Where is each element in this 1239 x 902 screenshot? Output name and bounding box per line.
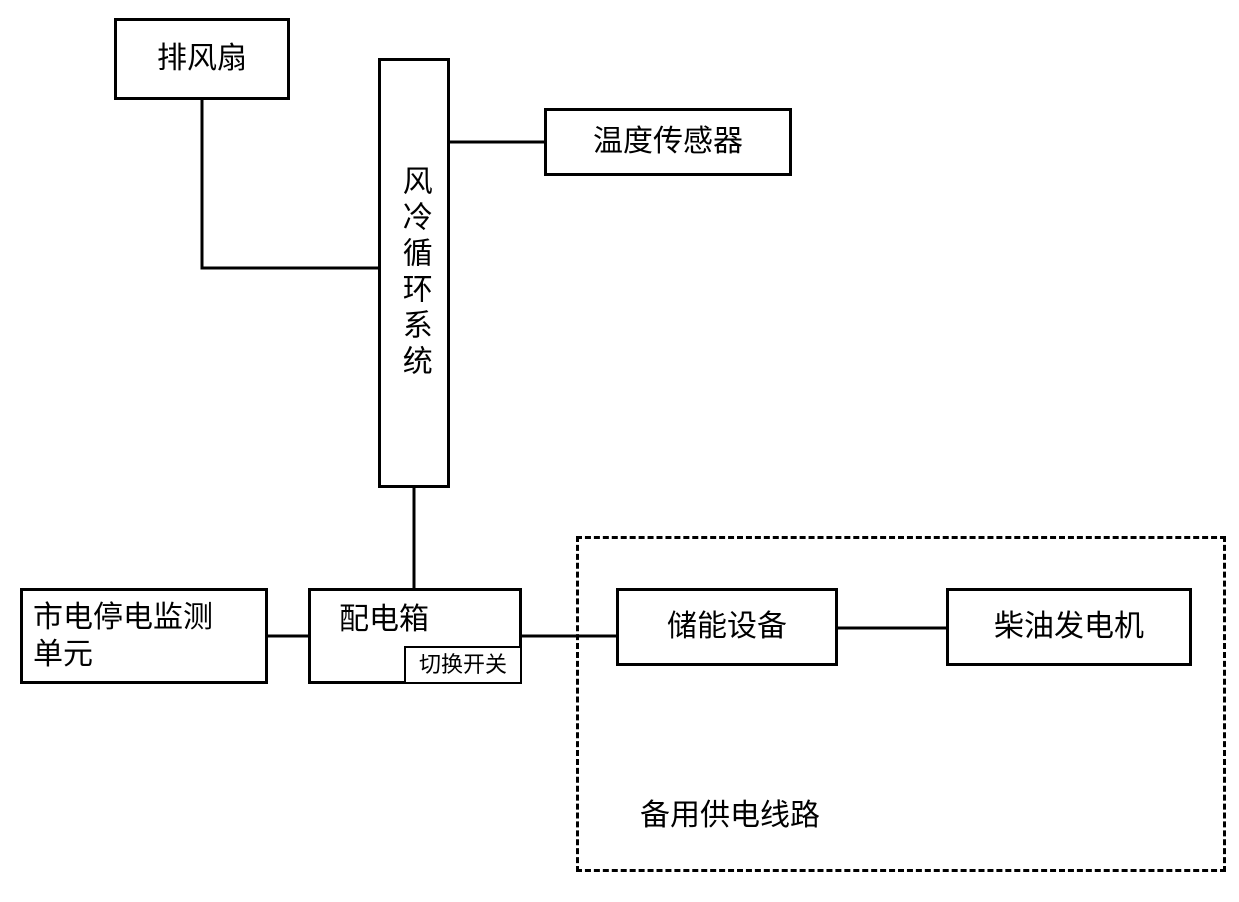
node-energy-storage-label: 储能设备 [667, 608, 787, 646]
node-temp-sensor: 温度传感器 [544, 108, 792, 176]
node-power-monitor-label: 市电停电监测 单元 [23, 599, 265, 674]
node-diesel-gen-label: 柴油发电机 [994, 608, 1144, 646]
node-switch: 切换开关 [404, 646, 522, 684]
node-diesel-gen: 柴油发电机 [946, 588, 1192, 666]
node-temp-sensor-label: 温度传感器 [593, 123, 743, 161]
node-cooling-system: 风冷循环系统 [378, 58, 450, 488]
node-cooling-system-label: 风冷循环系统 [395, 165, 433, 381]
backup-group-label: 备用供电线路 [640, 790, 820, 834]
node-switch-label: 切换开关 [419, 651, 507, 679]
node-power-monitor-label-l2: 单元 [33, 638, 93, 671]
node-exhaust-fan: 排风扇 [114, 18, 290, 100]
node-exhaust-fan-label: 排风扇 [157, 40, 247, 78]
node-dist-box-label: 配电箱 [311, 591, 429, 639]
edge-fan-cooling [202, 100, 378, 268]
node-power-monitor: 市电停电监测 单元 [20, 588, 268, 684]
diagram-stage: 备用供电线路 排风扇 风冷循环系统 温度传感器 市电停电监测 单元 配电箱 切换… [0, 0, 1239, 902]
node-energy-storage: 储能设备 [616, 588, 838, 666]
node-power-monitor-label-l1: 市电停电监测 [33, 601, 213, 634]
